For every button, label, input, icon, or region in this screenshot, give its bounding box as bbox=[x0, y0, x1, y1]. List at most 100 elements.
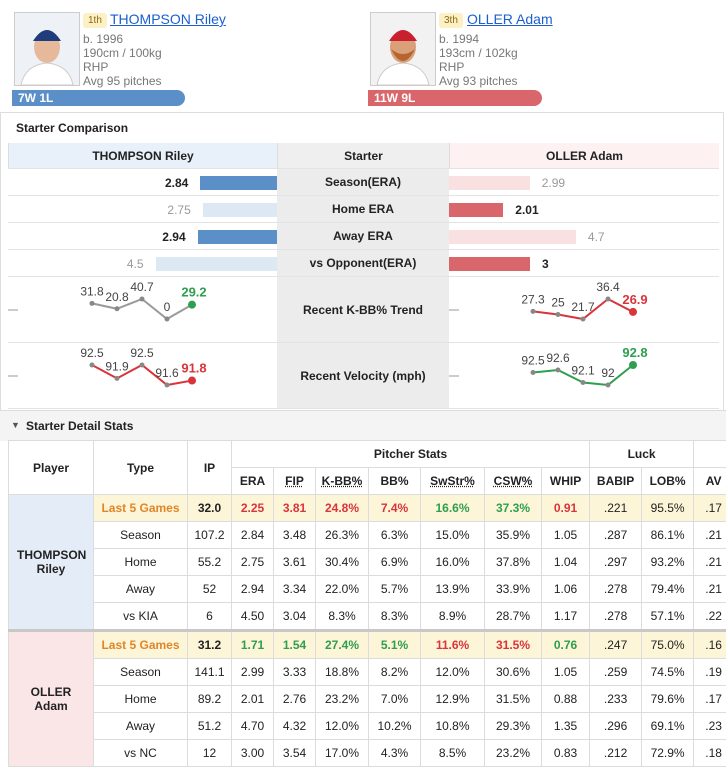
stat-cell: 3.48 bbox=[273, 521, 316, 549]
stat-cell: .19 bbox=[693, 658, 726, 686]
stat-cell: .278 bbox=[589, 602, 643, 631]
era-value: 2.94 bbox=[162, 230, 186, 244]
trend-point bbox=[89, 362, 95, 368]
stat-cell: 2.76 bbox=[273, 685, 316, 713]
stat-cell: 12.0% bbox=[420, 658, 485, 686]
stat-cell: 107.2 bbox=[187, 521, 232, 549]
header-text: Starter bbox=[344, 148, 383, 163]
stat-cell: 33.9% bbox=[484, 575, 542, 603]
stat-cell: 18.8% bbox=[315, 658, 369, 686]
stat-cell: .221 bbox=[589, 494, 643, 522]
stat-cell: 26.3% bbox=[315, 521, 369, 549]
trend-point bbox=[605, 296, 611, 302]
column-header: LOB% bbox=[641, 467, 695, 495]
player-photo bbox=[370, 12, 436, 86]
era-value: 2.84 bbox=[164, 176, 189, 190]
stat-cell: 3.54 bbox=[273, 739, 316, 767]
header-row: ERA FIP K-BB% BB% SwStr% CSW% WHIP BABIP LOB% AV bbox=[9, 467, 726, 495]
stat-cell: 4.70 bbox=[231, 712, 274, 740]
trend-label: 91.8 bbox=[181, 361, 206, 376]
type-cell: vs NC bbox=[93, 739, 188, 767]
row-cell bbox=[449, 196, 719, 223]
player-photo bbox=[14, 12, 80, 86]
stat-cell: .18 bbox=[693, 739, 726, 767]
stat-cell: 3.61 bbox=[273, 548, 316, 576]
stat-cell: 29.3% bbox=[484, 712, 542, 740]
stat-cell: 0.91 bbox=[540, 494, 591, 522]
stat-cell: 3.81 bbox=[273, 494, 316, 522]
column-header: K-BB% bbox=[315, 467, 369, 495]
stat-cell: 1.35 bbox=[540, 712, 591, 740]
stat-cell: 2.75 bbox=[231, 548, 274, 576]
stat-cell: 8.3% bbox=[315, 602, 369, 631]
stat-cell: 8.5% bbox=[420, 739, 485, 767]
stat-cell: 74.5% bbox=[641, 658, 695, 686]
stat-cell: 6 bbox=[187, 602, 232, 631]
player-throws: RHP bbox=[83, 60, 109, 74]
stat-cell: .21 bbox=[693, 548, 726, 576]
group-header-empty bbox=[693, 440, 726, 468]
trend-point bbox=[139, 362, 145, 368]
player-name[interactable]: OLLER Adam bbox=[467, 11, 553, 27]
stat-cell: 141.1 bbox=[187, 658, 232, 686]
row-label: Recent Velocity (mph) bbox=[300, 368, 426, 383]
type-cell: Home bbox=[93, 685, 188, 713]
collapse-arrow: ▼ bbox=[11, 420, 20, 430]
trend-label: 31.8 bbox=[80, 284, 104, 298]
stat-cell: .259 bbox=[589, 658, 643, 686]
era-value: 2.99 bbox=[541, 176, 566, 190]
player-cell: OLLER Adam bbox=[8, 630, 94, 767]
stat-cell: 8.9% bbox=[420, 602, 485, 631]
row-label-cell: Recent K-BB% Trend bbox=[277, 277, 449, 343]
stat-cell: 35.9% bbox=[484, 521, 542, 549]
sparkline: 92.591.992.591.6 91.8 bbox=[8, 346, 277, 409]
trend-point bbox=[114, 306, 120, 312]
row-cell bbox=[449, 169, 719, 196]
stats-row: OLLER Adam Last 5 Games 31.2 1.71 1.54 27.4% 5… bbox=[8, 630, 726, 767]
trend-label: 92.5 bbox=[80, 346, 104, 360]
stat-cell: 89.2 bbox=[187, 685, 232, 713]
stat-cell: 6.9% bbox=[368, 548, 421, 576]
stat-cell: 5.1% bbox=[368, 630, 421, 659]
row-cell bbox=[449, 223, 719, 250]
stat-cell: 1.71 bbox=[231, 630, 274, 659]
stat-cell: 2.25 bbox=[231, 494, 274, 522]
trend-label: 36.4 bbox=[596, 280, 620, 294]
stat-cell: .278 bbox=[589, 575, 643, 603]
trend-point bbox=[139, 296, 145, 302]
stat-cell: .247 bbox=[589, 630, 643, 659]
stat-cell: 3.04 bbox=[273, 602, 316, 631]
row-label: Home ERA bbox=[331, 202, 394, 216]
player-avg-pitches: Avg 93 pitches bbox=[439, 74, 518, 88]
sparkline: 31.8 20.840.7 0 29.2 bbox=[8, 280, 277, 343]
trend-point bbox=[530, 308, 536, 314]
stats-row: THOMPSON Riley Last 5 Games 32.0 2.25 3.81 24… bbox=[8, 494, 726, 631]
row-label: Recent K-BB% Trend bbox=[302, 302, 424, 317]
stat-cell: 86.1% bbox=[641, 521, 695, 549]
column-header: FIP bbox=[273, 467, 316, 495]
rank-badge: 3th bbox=[439, 13, 463, 28]
stat-cell: 1.05 bbox=[540, 521, 591, 549]
column-header: WHIP bbox=[540, 467, 591, 495]
type-cell: Last 5 Games bbox=[93, 494, 188, 522]
era-bar bbox=[449, 203, 504, 217]
row-label: Away ERA bbox=[333, 229, 393, 243]
era-bar bbox=[155, 257, 277, 271]
player-born: b. 1996 bbox=[83, 32, 124, 46]
player-avg-pitches: Avg 95 pitches bbox=[83, 74, 162, 88]
row-label-cell: vs Opponent(ERA) bbox=[277, 250, 449, 277]
column-header: CSW% bbox=[484, 467, 542, 495]
stat-cell: 5.7% bbox=[368, 575, 421, 603]
stat-cell: 3.33 bbox=[273, 658, 316, 686]
era-bar bbox=[202, 203, 277, 217]
stat-cell: 1.05 bbox=[540, 658, 591, 686]
player-name[interactable]: THOMPSON Riley bbox=[110, 11, 226, 27]
stat-cell: 1.04 bbox=[540, 548, 591, 576]
stat-cell: .22 bbox=[693, 602, 726, 631]
stat-cell: 1.06 bbox=[540, 575, 591, 603]
trend-end-point bbox=[188, 300, 196, 309]
comparison-header: Starter bbox=[277, 143, 449, 169]
stat-cell: 31.2 bbox=[187, 630, 232, 659]
stat-cell: 1.17 bbox=[540, 602, 591, 631]
